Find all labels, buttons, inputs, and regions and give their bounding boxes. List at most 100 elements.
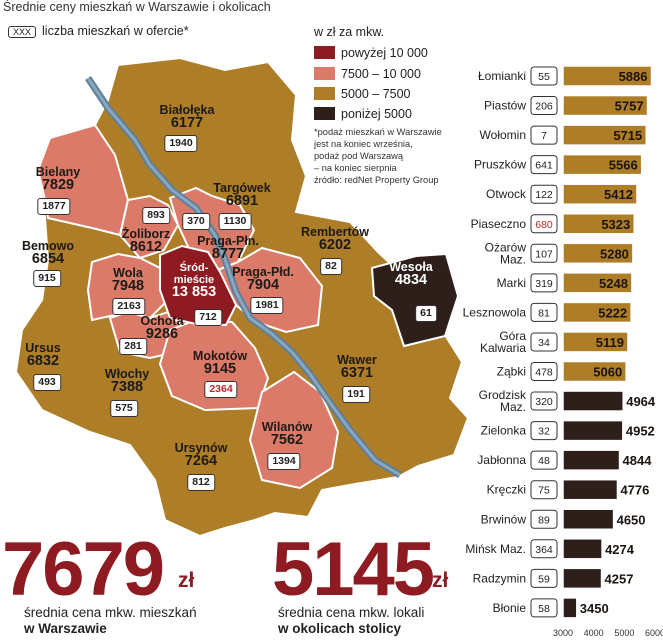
bar-category-label: Zielonka [481,424,527,438]
bar [562,390,624,412]
district-name: Bemowo [21,239,75,253]
district-label-srodmiescie: Śród- mieście 13 853 [172,262,216,299]
x-tick-label: 6000 [645,628,663,638]
count-box-wesola: 61 [415,305,437,322]
bar-count-box [530,273,558,293]
count-box-rembertow: 82 [320,258,342,275]
legend-label: 5000 – 7500 [341,87,411,101]
bar-count-label: 48 [538,455,550,467]
bar [562,94,649,117]
count-box-praga-pln: 370 [182,213,210,230]
district-price: 8612 [129,239,163,255]
bar-count-label: 364 [535,544,553,556]
district-price: 7388 [110,379,144,395]
x-tick-label: 3000 [553,628,573,638]
district-name: Ursynów [174,441,228,455]
legend-title: w zł za mkw. [314,25,385,39]
bar-category-label: Kręczki [487,483,526,497]
bar-count-label: 89 [538,514,550,526]
bar-value-label: 5886 [619,69,648,84]
bar-count-label: 478 [535,367,553,379]
bar-category-label: Radzymin [473,571,526,585]
district-price: 6832 [26,353,60,369]
bar [562,331,629,353]
legend-item-below-5000: poniżej 5000 [314,106,412,122]
bar-count-box [530,391,558,411]
footnote-source: *podaż mieszkań w Warszawie jest na koni… [314,127,442,185]
district-price: 6371 [340,365,374,381]
bar-value-label: 5060 [593,365,622,380]
bar [562,242,634,265]
district-label-rembertow: Rembertów 6202 [301,226,369,253]
legend-label: poniżej 5000 [341,107,412,121]
bar-value-label: 4776 [620,483,649,498]
district-price: 7948 [111,278,145,294]
bar [562,478,619,501]
bar-count-label: 122 [535,189,553,201]
bar-count-box [530,302,558,322]
district-name: Żoliborz [121,227,171,241]
bar-value-label: 4844 [623,453,653,468]
district-label-wola: Wola 7948 [111,267,145,294]
bar-count-box [530,362,558,381]
count-box-mokotow: 2364 [204,381,238,398]
bar-count-label: 7 [541,130,547,142]
x-tick-label: 5000 [614,628,634,638]
legend-label: 7500 – 10 000 [341,67,421,81]
caption-line: średnia cena mkw. lokali [278,605,425,620]
bar-value-label: 5323 [601,217,630,232]
bar [562,538,603,560]
district-label-bemowo: Bemowo 6854 [21,239,75,267]
bar-category-label: Marki [497,276,526,290]
bar-count-box [530,96,558,116]
bar-count-box [530,421,558,441]
bar-value-label: 5119 [596,335,624,350]
district-label-targowek: Targówek 6891 [213,182,270,209]
bar-count-box [530,125,558,145]
count-box-bielany: 1877 [37,198,71,215]
bar-count-box [530,155,558,175]
bar [562,567,603,590]
bar-count-label: 75 [538,485,550,497]
bar-category-label: Łomianki [478,69,526,83]
district-label-ursynow: Ursynów 7264 [174,441,228,469]
bar-count-box [530,243,558,263]
bar-count-box [530,568,558,588]
x-tick-label: 4000 [584,628,604,638]
bar-value-label: 4274 [605,542,635,557]
bar-value-label: 4257 [605,571,634,586]
bar-category-label: Piaseczno [471,217,527,231]
legend-swatch [314,46,335,59]
district-label-wesola: Wesoła 4834 [389,261,433,288]
bar [562,213,635,235]
bar-count-box [530,480,558,500]
suburbs-average-unit: zł [432,569,449,592]
suburbs-average-caption: średnia cena mkw. lokali w okolicach stol… [278,605,424,637]
bar-count-label: 59 [538,573,550,585]
bar-value-label: 5715 [613,128,642,143]
bar [562,272,633,294]
warsaw-average-caption: średnia cena mkw. mieszkań w Warszawie [24,605,197,637]
bar-value-label: 4952 [626,424,655,439]
count-box-ursynow: 812 [187,474,215,491]
district-price: 9286 [145,326,179,342]
district-price: 6202 [318,237,352,253]
district-name: Ochota [140,314,184,328]
bar [562,508,615,530]
district-name: Białołęka [159,103,215,117]
district-label-wawer: Wawer 6371 [337,354,377,381]
district-label-mokotow: Mokotów 9145 [193,350,247,377]
bar-category-label: Mińsk Maz. [465,542,526,556]
district-price: 6854 [31,251,65,267]
district-price: 7264 [184,453,218,469]
bar-count-box [530,332,558,352]
bar [562,124,648,146]
district-label-ochota: Ochota 9286 [140,314,184,342]
district-name: Włochy [104,367,150,381]
bar-value-label: 5412 [604,187,633,202]
bar [562,183,638,205]
bar-count-label: 206 [535,101,553,113]
district-name: Praga-Płn. [197,234,259,248]
bar [562,449,621,471]
